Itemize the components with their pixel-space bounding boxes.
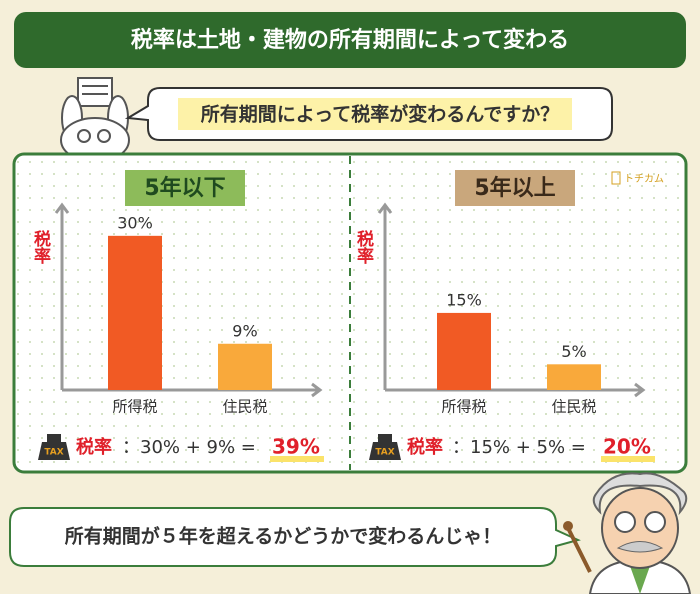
value-label: 30%	[117, 213, 153, 232]
header-box	[14, 12, 686, 68]
y-axis-label: 税率	[30, 229, 51, 265]
question-text: 所有期間によって税率が変わるんですか？	[201, 103, 560, 126]
answer-bubble	[9, 507, 581, 567]
y-axis-label: 税率	[353, 229, 374, 265]
tax-icon-text: TAX	[375, 448, 394, 458]
header-title: 税率は土地・建物の所有期間によって変わる	[131, 27, 569, 53]
rabbit-character	[60, 77, 130, 163]
formula-expression: ：30% + 9% =	[122, 437, 256, 458]
y-axis	[54, 202, 70, 390]
y-axis	[377, 202, 393, 390]
chart-title-box	[125, 170, 245, 206]
result-underline	[601, 456, 655, 462]
value-label: 15%	[446, 290, 482, 309]
formula-expression: ：15% + 5% =	[452, 437, 586, 458]
tax-icon-weight	[369, 442, 401, 460]
bar	[218, 343, 272, 390]
x-tick-label: 住民税	[551, 398, 596, 416]
bar	[437, 312, 491, 390]
chart-title: 5年以上	[474, 175, 555, 201]
formula-label: 税率	[76, 436, 112, 458]
chart-title-box	[455, 170, 575, 206]
x-tick-label: 所得税	[441, 398, 486, 416]
bar	[108, 235, 162, 390]
tax-icon-weight	[38, 442, 70, 460]
value-label: 5%	[561, 342, 586, 361]
tax-icon-text: TAX	[44, 448, 63, 458]
x-axis	[62, 382, 323, 398]
x-tick-label: 住民税	[222, 398, 267, 416]
formula-result: 20%	[603, 435, 651, 459]
formula-result: 39%	[272, 435, 320, 459]
x-tick-label: 所得税	[112, 398, 157, 416]
logo: トチカム	[624, 173, 664, 185]
question-highlight	[178, 98, 572, 130]
value-label: 9%	[232, 321, 257, 340]
chart-title: 5年以下	[144, 175, 225, 201]
formula-label: 税率	[407, 436, 443, 458]
tax-icon-top	[378, 434, 392, 443]
logo-icon	[611, 171, 621, 185]
tax-icon-top	[47, 434, 61, 443]
result-underline	[270, 456, 324, 462]
bar	[547, 364, 601, 390]
professor-character	[563, 472, 692, 594]
answer-text: 所有期間が５年を超えるかどうかで変わるんじゃ！	[65, 525, 501, 548]
